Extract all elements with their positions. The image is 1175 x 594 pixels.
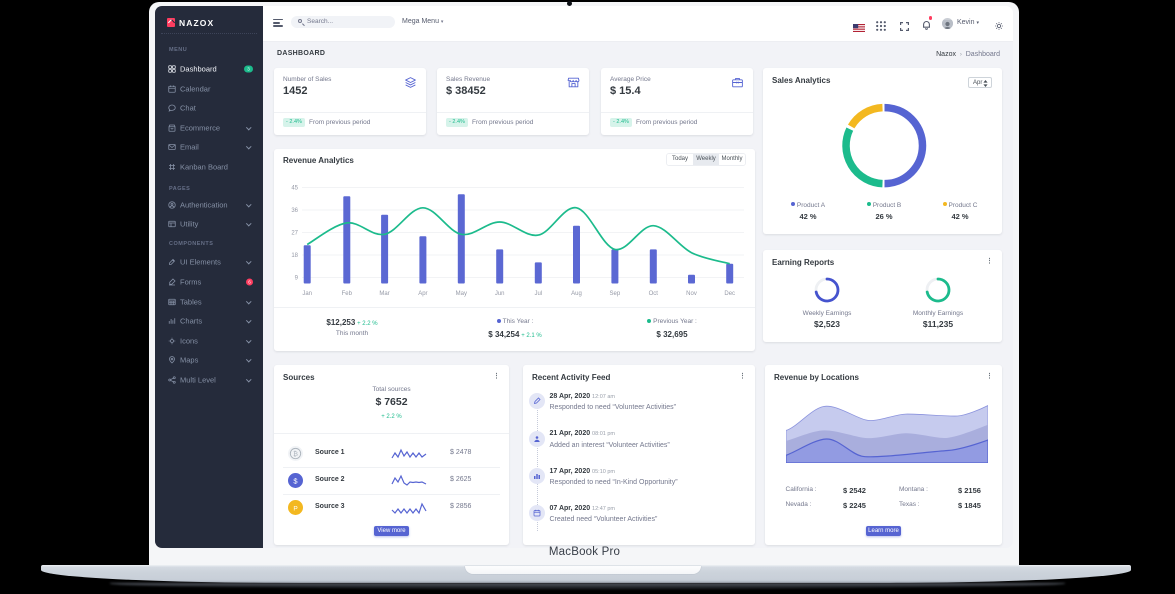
svg-text:Aug: Aug <box>571 291 582 297</box>
svg-text:27: 27 <box>291 231 298 237</box>
svg-text:Mar: Mar <box>379 291 389 297</box>
svg-text:$: $ <box>293 476 298 485</box>
svg-text:Jan: Jan <box>302 291 312 297</box>
svg-text:May: May <box>456 291 467 297</box>
svg-text:Sep: Sep <box>610 291 621 297</box>
svg-text:Feb: Feb <box>342 291 353 297</box>
svg-text:Oct: Oct <box>649 291 659 297</box>
svg-text:Dec: Dec <box>724 291 735 297</box>
svg-text:Nov: Nov <box>686 291 697 297</box>
svg-text:₿: ₿ <box>293 450 298 458</box>
svg-text:Apr: Apr <box>418 291 427 297</box>
svg-text:45: 45 <box>291 186 298 192</box>
svg-text:P: P <box>293 505 298 512</box>
svg-text:18: 18 <box>291 253 298 259</box>
svg-text:9: 9 <box>295 276 299 282</box>
svg-text:Jul: Jul <box>534 291 542 297</box>
svg-text:Jun: Jun <box>495 291 505 297</box>
svg-text:36: 36 <box>291 208 298 214</box>
